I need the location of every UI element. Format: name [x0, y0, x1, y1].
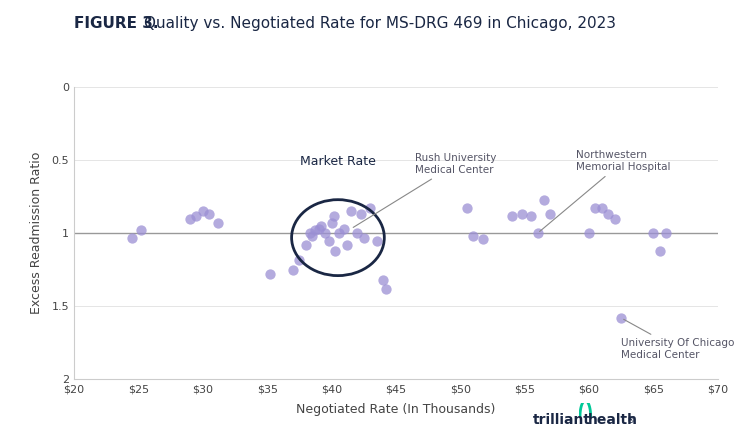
- X-axis label: Negotiated Rate (In Thousands): Negotiated Rate (In Thousands): [296, 402, 496, 416]
- Point: [352, 230, 363, 237]
- Text: trilliant: trilliant: [533, 413, 591, 427]
- Text: Quality vs. Negotiated Rate for MS-DRG 469 in Chicago, 2023: Quality vs. Negotiated Rate for MS-DRG 4…: [144, 16, 616, 31]
- Point: [583, 230, 595, 237]
- Text: Market Rate: Market Rate: [300, 154, 376, 167]
- Point: [461, 205, 473, 212]
- Point: [287, 266, 299, 273]
- Point: [303, 230, 315, 237]
- Point: [323, 237, 335, 244]
- Point: [616, 314, 628, 321]
- Point: [341, 242, 353, 249]
- Text: Northwestern
Memorial Hospital: Northwestern Memorial Hospital: [539, 150, 670, 232]
- Point: [467, 233, 479, 240]
- Point: [506, 212, 518, 219]
- Point: [329, 247, 341, 254]
- Point: [315, 222, 327, 229]
- Point: [380, 285, 391, 292]
- Point: [545, 211, 556, 218]
- Point: [212, 220, 224, 227]
- Point: [609, 215, 621, 222]
- Point: [596, 205, 608, 212]
- Y-axis label: Excess Readmission Ratio: Excess Readmission Ratio: [30, 152, 43, 314]
- Point: [538, 196, 550, 203]
- Point: [204, 211, 215, 218]
- Point: [293, 256, 306, 263]
- Point: [648, 230, 659, 237]
- Text: FIGURE 3.: FIGURE 3.: [74, 16, 158, 31]
- Point: [300, 242, 312, 249]
- Point: [184, 215, 196, 222]
- Point: [377, 276, 389, 283]
- Point: [333, 230, 345, 237]
- Point: [345, 208, 357, 215]
- Point: [371, 237, 383, 244]
- Point: [654, 247, 666, 254]
- Point: [319, 230, 331, 237]
- Point: [313, 225, 325, 232]
- Point: [525, 212, 537, 219]
- Point: [355, 211, 367, 218]
- Point: [477, 235, 489, 242]
- Point: [135, 227, 147, 234]
- Point: [309, 227, 320, 234]
- Text: health: health: [588, 413, 639, 427]
- Point: [197, 208, 209, 215]
- Point: [602, 211, 614, 218]
- Point: [328, 212, 340, 219]
- Point: [364, 205, 376, 212]
- Point: [190, 212, 202, 219]
- Text: University Of Chicago
Medical Center: University Of Chicago Medical Center: [622, 319, 735, 360]
- Point: [326, 220, 337, 227]
- Point: [338, 225, 350, 232]
- Text: ®: ®: [627, 416, 635, 425]
- Point: [590, 205, 602, 212]
- Point: [517, 211, 528, 218]
- Point: [660, 230, 672, 237]
- Point: [531, 230, 543, 237]
- Point: [306, 233, 318, 240]
- Text: Rush University
Medical Center: Rush University Medical Center: [353, 153, 497, 228]
- Point: [263, 271, 275, 278]
- Point: [126, 234, 138, 241]
- Point: [358, 234, 370, 241]
